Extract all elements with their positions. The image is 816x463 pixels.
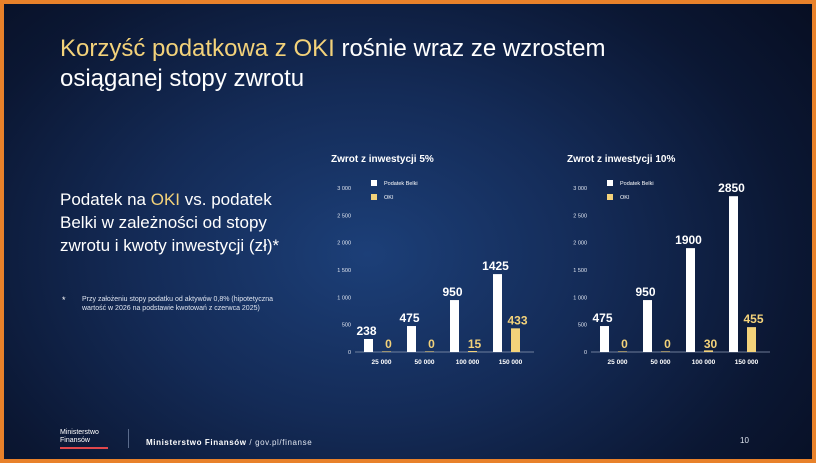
x-tick-label: 50 000 [415, 359, 435, 366]
logo-line-2: Finansów [60, 437, 90, 444]
data-label-belki: 1900 [675, 233, 702, 247]
y-tick-label: 2 000 [573, 241, 587, 247]
data-label-belki: 1425 [482, 259, 509, 273]
data-label-oki: 0 [385, 337, 392, 351]
page-number: 10 [740, 436, 749, 445]
logo-red-bar [60, 447, 108, 449]
bar-oki [747, 327, 756, 352]
data-label-oki: 0 [428, 337, 435, 351]
data-label-belki: 475 [399, 311, 419, 325]
bar-belki [686, 248, 695, 352]
data-label-oki: 433 [507, 313, 527, 327]
slide-subtitle: Podatek na OKI vs. podatek Belki w zależ… [60, 188, 310, 257]
bar-oki [382, 351, 391, 352]
bar-belki [407, 326, 416, 352]
footnote-mark: * [62, 295, 66, 305]
subtitle-post: vs. podatek Belki w zależności od stopy … [60, 190, 280, 255]
bar-oki [661, 351, 670, 352]
y-tick-label: 500 [342, 323, 351, 329]
footnote: Przy założeniu stopy podatku od aktywów … [82, 296, 274, 312]
bar-belki [450, 300, 459, 352]
y-tick-label: 2 000 [337, 241, 351, 247]
data-label-belki: 2850 [718, 181, 745, 195]
data-label-belki: 475 [592, 311, 612, 325]
legend-swatch [371, 180, 377, 186]
title-rest: rośnie wraz ze wzrostem osiąganej stopy … [60, 35, 606, 92]
slide-title: Korzyść podatkowa z OKI rośnie wraz ze w… [60, 34, 700, 94]
subtitle-highlight: OKI [150, 190, 181, 209]
data-label-belki: 950 [442, 285, 462, 299]
x-tick-label: 25 000 [372, 359, 392, 366]
y-tick-label: 1 000 [573, 295, 587, 301]
chart-title: Zwrot z inwestycji 10% [567, 154, 675, 165]
bar-oki [511, 328, 520, 352]
x-tick-label: 150 000 [499, 359, 523, 366]
data-label-oki: 0 [621, 337, 628, 351]
legend-label: OKI [620, 195, 630, 201]
x-tick-label: 100 000 [692, 359, 716, 366]
bar-belki [364, 338, 373, 352]
y-tick-label: 1 500 [573, 268, 587, 274]
charts: Zwrot z inwestycji 5% 0 500 1 000 1 500 2 000… [331, 154, 770, 366]
footer-url: gov.pl/finanse [255, 438, 313, 447]
footer-text: Ministerstwo Finansów / gov.pl/finanse [146, 438, 312, 447]
y-tick-label: 0 [348, 350, 351, 356]
y-tick-label: 2 500 [573, 213, 587, 219]
bar-belki [493, 274, 502, 352]
data-label-oki: 15 [468, 337, 482, 351]
legend-label: Podatek Belki [620, 181, 654, 187]
subtitle-pre: Podatek na [60, 190, 151, 209]
bar-oki [468, 351, 477, 352]
chart-title: Zwrot z inwestycji 5% [331, 154, 434, 165]
legend-swatch [607, 194, 613, 200]
y-tick-label: 1 000 [337, 295, 351, 301]
y-tick-label: 3 000 [573, 186, 587, 192]
legend-label: OKI [384, 195, 394, 201]
data-label-oki: 455 [743, 312, 763, 326]
ministry-logo: Ministerstwo Finansów [60, 429, 108, 449]
legend-swatch [607, 180, 613, 186]
legend-swatch [371, 194, 377, 200]
y-tick-label: 0 [584, 350, 587, 356]
y-tick-label: 500 [578, 323, 587, 329]
footer-org: Ministerstwo Finansów [146, 438, 247, 447]
data-label-belki: 950 [635, 285, 655, 299]
data-label-oki: 30 [704, 337, 718, 351]
title-highlight: Korzyść podatkowa z OKI [60, 35, 335, 62]
x-tick-label: 150 000 [735, 359, 759, 366]
y-tick-label: 3 000 [337, 186, 351, 192]
y-tick-label: 2 500 [337, 213, 351, 219]
logo-line-1: Ministerstwo [60, 429, 99, 436]
data-label-belki: 238 [356, 324, 376, 338]
bar-belki [600, 326, 609, 352]
bar-belki [729, 196, 738, 352]
footer-sep: / [246, 438, 256, 447]
bar-oki [704, 350, 713, 352]
x-tick-label: 100 000 [456, 359, 480, 366]
y-tick-label: 1 500 [337, 268, 351, 274]
x-tick-label: 50 000 [651, 359, 671, 366]
footer-divider [128, 429, 129, 448]
bar-belki [643, 300, 652, 352]
x-tick-label: 25 000 [608, 359, 628, 366]
bar-oki [425, 351, 434, 352]
data-label-oki: 0 [664, 337, 671, 351]
slide: Korzyść podatkowa z OKI rośnie wraz ze w… [4, 4, 812, 459]
bar-oki [618, 351, 627, 352]
legend-label: Podatek Belki [384, 181, 418, 187]
